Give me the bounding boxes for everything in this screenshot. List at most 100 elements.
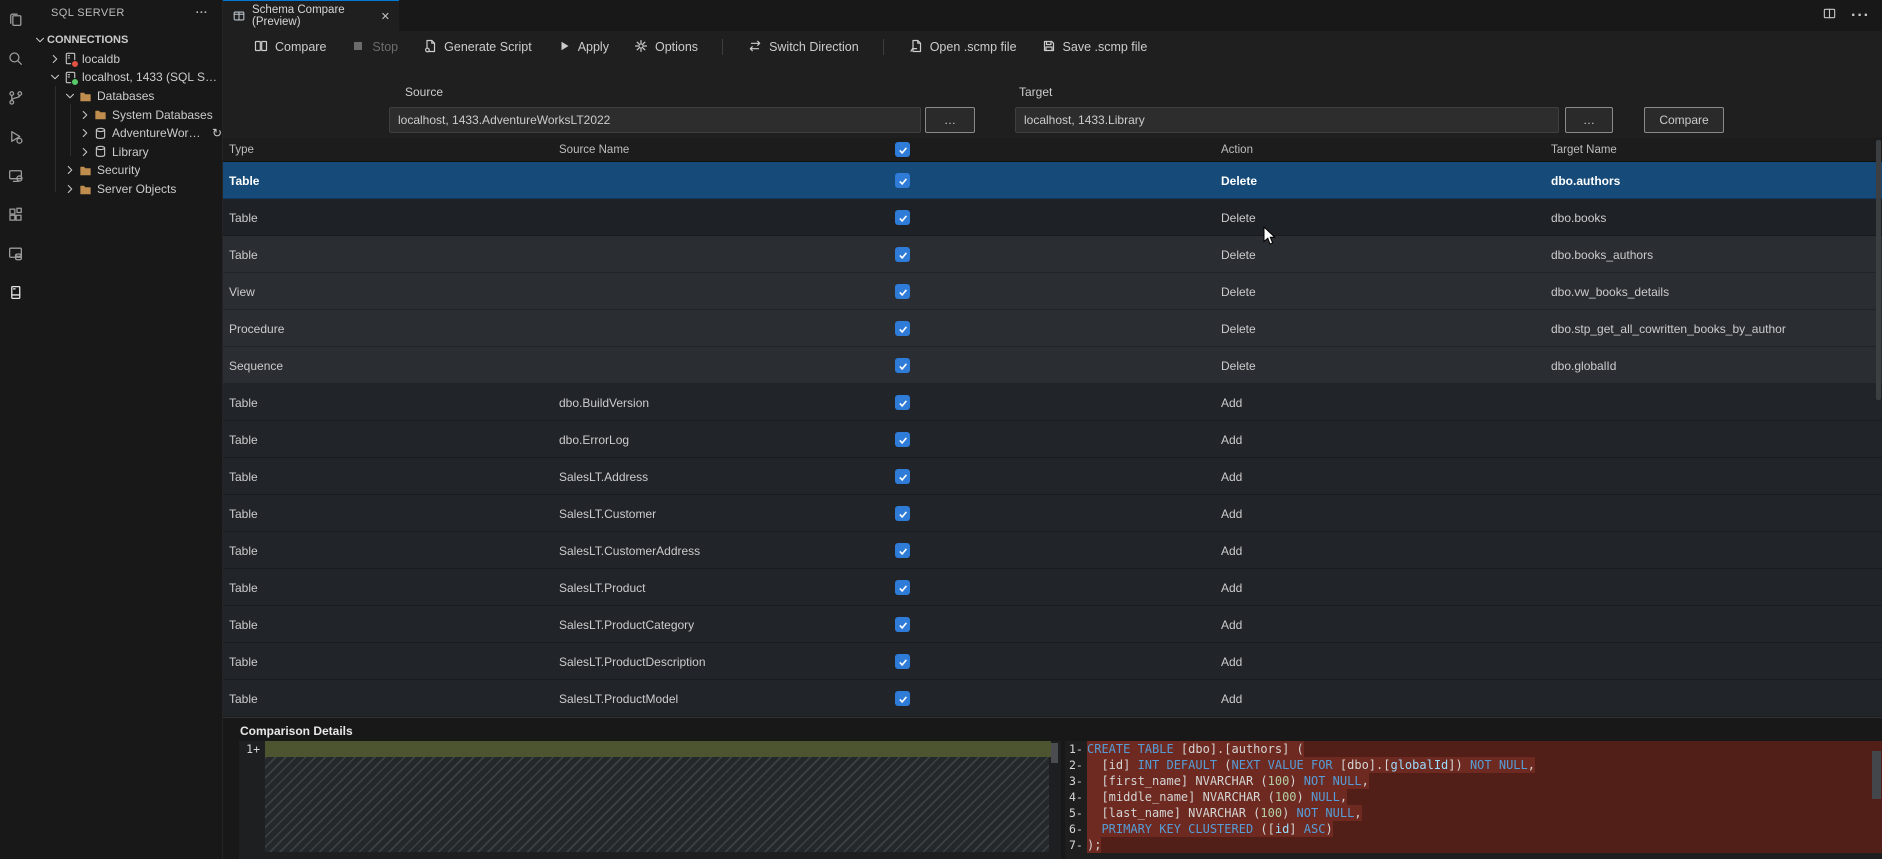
include-checkbox[interactable] (895, 432, 910, 447)
column-header-source-name[interactable]: Source Name (559, 143, 630, 156)
compare-button[interactable]: Compare (1644, 107, 1724, 133)
tree-item-server-objects[interactable]: Server Objects (30, 180, 222, 199)
table-row[interactable]: View Delete dbo.vw_books_details (223, 273, 1882, 310)
table-row[interactable]: Table SalesLT.CustomerAddress Add (223, 532, 1882, 569)
action-cell: Add (1221, 506, 1243, 521)
include-checkbox[interactable] (895, 173, 910, 188)
column-header-target-name[interactable]: Target Name (1551, 143, 1617, 156)
chevron-right-icon[interactable] (63, 181, 77, 197)
include-checkbox[interactable] (895, 469, 910, 484)
tree-item-localdb[interactable]: localdb (30, 50, 222, 69)
toolbar-item-label: Switch Direction (769, 40, 859, 54)
include-checkbox[interactable] (895, 580, 910, 595)
extensions-icon[interactable] (0, 195, 30, 234)
apply-button[interactable]: Apply (556, 38, 609, 57)
include-checkbox[interactable] (895, 142, 910, 157)
source-browse-button[interactable]: … (925, 107, 975, 133)
chevron-down-icon[interactable] (48, 69, 62, 85)
tree-item-connections[interactable]: CONNECTIONS (30, 31, 222, 50)
editor-more-actions-icon[interactable]: ··· (1851, 6, 1870, 24)
include-checkbox[interactable] (895, 210, 910, 225)
action-cell: Delete (1221, 321, 1256, 336)
column-header-action[interactable]: Action (1221, 143, 1253, 156)
connections-tree: CONNECTIONS localdb localhost, 1433 (SQL S… (30, 31, 222, 198)
tree-item-databases[interactable]: Databases (30, 87, 222, 106)
include-checkbox[interactable] (895, 321, 910, 336)
chevron-down-icon[interactable] (63, 88, 77, 104)
diff-editor-target[interactable]: 1- CREATE TABLE [dbo].[authors] (2- [id] … (1065, 741, 1882, 859)
generate-script-button[interactable]: Generate Script (422, 38, 532, 57)
comparison-details-panel: Comparison Details 1+ 1- CREATE TABLE [db… (223, 717, 1882, 859)
table-row[interactable]: Table SalesLT.Address Add (223, 458, 1882, 495)
table-row[interactable]: Table dbo.ErrorLog Add (223, 421, 1882, 458)
source-target-bar: Source … Target … Compare (223, 63, 1882, 138)
tree-item-localhost-1433-sql-serv[interactable]: localhost, 1433 (SQL Serv... (30, 68, 222, 87)
table-row[interactable]: Table SalesLT.ProductModel Add (223, 680, 1882, 717)
run-and-debug-icon[interactable] (0, 117, 30, 156)
include-checkbox[interactable] (895, 654, 910, 669)
include-checkbox[interactable] (895, 691, 910, 706)
tree-item-system-databases[interactable]: System Databases (30, 105, 222, 124)
include-checkbox[interactable] (895, 284, 910, 299)
include-checkbox[interactable] (895, 358, 910, 373)
table-row[interactable]: Table SalesLT.ProductCategory Add (223, 606, 1882, 643)
type-cell: Table (229, 210, 258, 225)
grid-scrollbar[interactable] (1876, 140, 1881, 400)
switch-direction-button[interactable]: Switch Direction (747, 38, 859, 57)
sidebar-more-actions-icon[interactable]: ··· (195, 7, 208, 19)
table-row[interactable]: Table Delete dbo.authors (223, 162, 1882, 199)
chevron-right-icon[interactable] (63, 162, 77, 178)
chevron-down-icon[interactable] (33, 32, 47, 48)
include-checkbox[interactable] (895, 617, 910, 632)
target-browse-button[interactable]: … (1565, 107, 1613, 133)
target-input[interactable] (1015, 107, 1559, 133)
chevron-right-icon[interactable] (48, 51, 62, 67)
activity-bar (0, 0, 30, 859)
sql-server-icon[interactable] (0, 273, 30, 312)
table-row[interactable]: Table Delete dbo.books (223, 199, 1882, 236)
chevron-right-icon[interactable] (78, 107, 92, 123)
source-cell: SalesLT.ProductDescription (559, 654, 706, 669)
include-checkbox[interactable] (895, 395, 910, 410)
database-explorer-icon[interactable] (0, 234, 30, 273)
options-button[interactable]: Options (633, 38, 698, 57)
tree-item-adventureworkslt[interactable]: AdventureWorksLT... ↻ (30, 124, 222, 143)
tab-schema-compare[interactable]: Schema Compare (Preview) ✕ (223, 0, 399, 31)
source-scrollbar[interactable] (1051, 743, 1058, 763)
tab-close-icon[interactable]: ✕ (380, 10, 390, 23)
target-cell: dbo.stp_get_all_cowritten_books_by_autho… (1551, 321, 1786, 336)
search-icon[interactable] (0, 39, 30, 78)
tree-item-security[interactable]: Security (30, 161, 222, 180)
checkbox-cell (889, 247, 1215, 262)
chevron-right-icon[interactable] (78, 144, 92, 160)
source-control-icon[interactable] (0, 78, 30, 117)
include-checkbox[interactable] (895, 506, 910, 521)
stop-button: Stop (350, 38, 398, 57)
toolbar-item-label: Options (654, 40, 699, 54)
table-row[interactable]: Table Delete dbo.books_authors (223, 236, 1882, 273)
source-cell: SalesLT.Product (559, 580, 646, 595)
tree-item-label: Security (97, 163, 141, 178)
tree-item-library[interactable]: Library (30, 143, 222, 162)
files-icon[interactable] (0, 0, 30, 39)
column-header-type[interactable]: Type (229, 143, 254, 156)
target-line-number: 3- (1069, 774, 1083, 788)
save-scmp-file-button[interactable]: Save .scmp file (1041, 38, 1147, 57)
source-input[interactable] (389, 107, 921, 133)
diff-editor-source[interactable]: 1+ (239, 741, 1061, 859)
include-checkbox[interactable] (895, 543, 910, 558)
target-scrollbar[interactable] (1872, 751, 1881, 799)
table-row[interactable]: Table SalesLT.Customer Add (223, 495, 1882, 532)
table-row[interactable]: Table SalesLT.Product Add (223, 569, 1882, 606)
split-editor-icon[interactable] (1822, 6, 1837, 26)
table-row[interactable]: Table SalesLT.ProductDescription Add (223, 643, 1882, 680)
remote-explorer-icon[interactable] (0, 156, 30, 195)
compare-button[interactable]: Compare (253, 38, 326, 57)
table-row[interactable]: Procedure Delete dbo.stp_get_all_cowritten… (223, 310, 1882, 347)
table-row[interactable]: Table dbo.BuildVersion Add (223, 384, 1882, 421)
type-cell: Table (229, 506, 258, 521)
include-checkbox[interactable] (895, 247, 910, 262)
chevron-right-icon[interactable] (78, 125, 92, 141)
open-scmp-file-button[interactable]: Open .scmp file (908, 38, 1017, 57)
table-row[interactable]: Sequence Delete dbo.globalId (223, 347, 1882, 384)
